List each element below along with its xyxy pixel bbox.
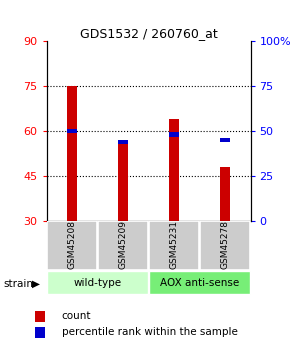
Bar: [98, 221, 148, 270]
Bar: [148, 221, 200, 270]
Text: GSM45278: GSM45278: [220, 220, 230, 269]
Bar: [220, 167, 230, 221]
Text: strain: strain: [3, 279, 33, 288]
Text: ▶: ▶: [32, 279, 40, 288]
Bar: [46, 221, 98, 270]
Text: wild-type: wild-type: [74, 278, 122, 287]
Bar: [46, 272, 148, 294]
Text: AOX anti-sense: AOX anti-sense: [160, 278, 239, 287]
Text: GSM45209: GSM45209: [118, 220, 127, 269]
Bar: [35, 327, 45, 338]
Title: GDS1532 / 260760_at: GDS1532 / 260760_at: [80, 27, 218, 40]
Bar: [118, 140, 127, 221]
Text: GSM45208: GSM45208: [68, 220, 76, 269]
Bar: [118, 140, 127, 144]
Bar: [68, 129, 76, 133]
Bar: [220, 138, 230, 142]
Bar: [169, 132, 178, 137]
Bar: [35, 310, 45, 322]
Text: percentile rank within the sample: percentile rank within the sample: [62, 327, 238, 337]
Bar: [169, 119, 178, 221]
Bar: [148, 272, 250, 294]
Bar: [200, 221, 250, 270]
Text: count: count: [62, 311, 91, 321]
Bar: [68, 86, 76, 221]
Text: GSM45231: GSM45231: [169, 220, 178, 269]
